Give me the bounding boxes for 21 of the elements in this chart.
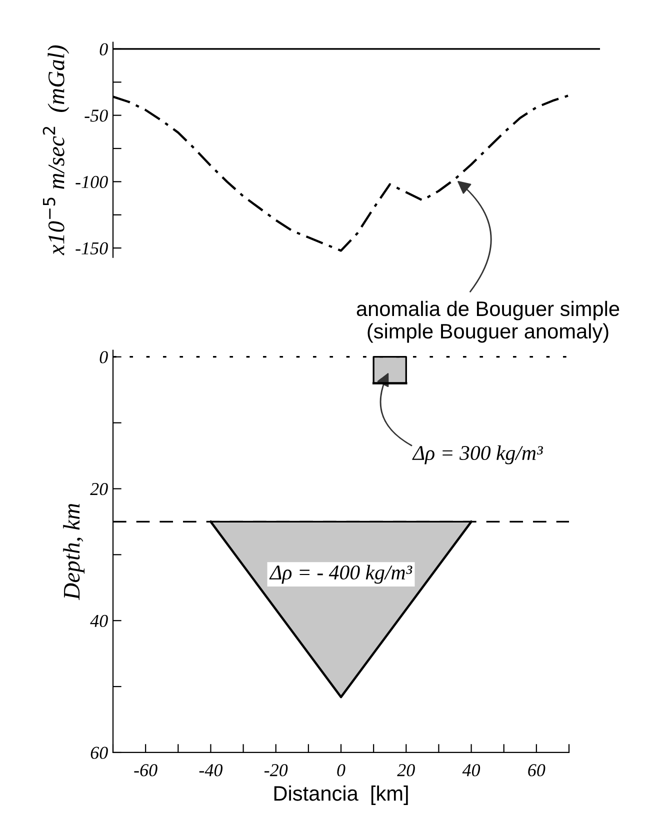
text: anomalia de Bouguer simple (simple Bouguer anomaly)	[356, 300, 620, 343]
y-tick-label: 60	[90, 746, 108, 759]
annotation: Δρ = - 400 kg/m³	[269, 564, 412, 584]
y-axis-title: x10$^{−5}$ m/sec$^{2}$ (mGal)	[42, 45, 70, 256]
x-tick-label: -60	[134, 764, 158, 776]
y-tick-label: 40	[90, 614, 108, 628]
y-axis-title: Depth, km	[63, 504, 85, 600]
y-tick-label: 0	[100, 351, 108, 364]
y-tick-label: 20	[90, 482, 108, 496]
x-tick-label: 20	[397, 764, 415, 776]
y-tick-label: -100	[76, 176, 108, 188]
x-tick-label: -20	[264, 764, 288, 776]
y-tick-label: -150	[76, 242, 108, 254]
y-tick-label: 0	[100, 43, 108, 56]
x-tick-label: 0	[337, 764, 346, 776]
x-tick-label: 40	[462, 764, 480, 776]
x-tick-label: 60	[528, 764, 546, 776]
x-axis-title: Distancia [km]	[274, 786, 408, 805]
y-tick-label: -50	[84, 110, 108, 122]
x-tick-label: -40	[199, 764, 223, 776]
annotation: Δρ = 300 kg/m³	[412, 445, 544, 464]
